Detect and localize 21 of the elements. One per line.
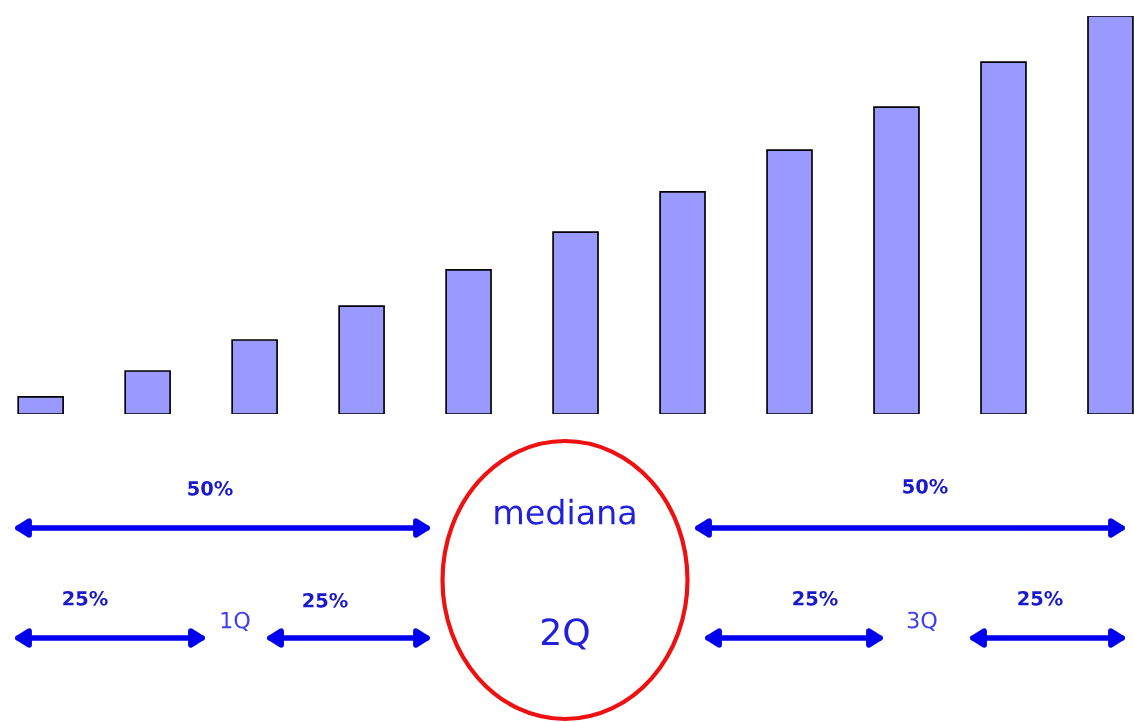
text: mediana (495, 498, 635, 525)
text: 3Q (907, 611, 937, 631)
bar (980, 61, 1027, 414)
bar (445, 269, 492, 414)
text: 25% (63, 590, 108, 606)
bar (873, 106, 920, 414)
bar (231, 339, 278, 414)
bar (1087, 16, 1134, 414)
text: 50% (188, 480, 233, 496)
bar (124, 370, 171, 414)
text: 2Q (541, 618, 589, 650)
text: 50% (903, 478, 948, 494)
text: 25% (303, 592, 348, 608)
bar (766, 149, 813, 414)
text: 1Q (221, 611, 250, 631)
bar (552, 231, 599, 414)
bar (659, 191, 706, 414)
text: 25% (1018, 590, 1063, 606)
bar (17, 396, 64, 414)
text: 25% (793, 590, 838, 606)
bar (338, 305, 385, 414)
